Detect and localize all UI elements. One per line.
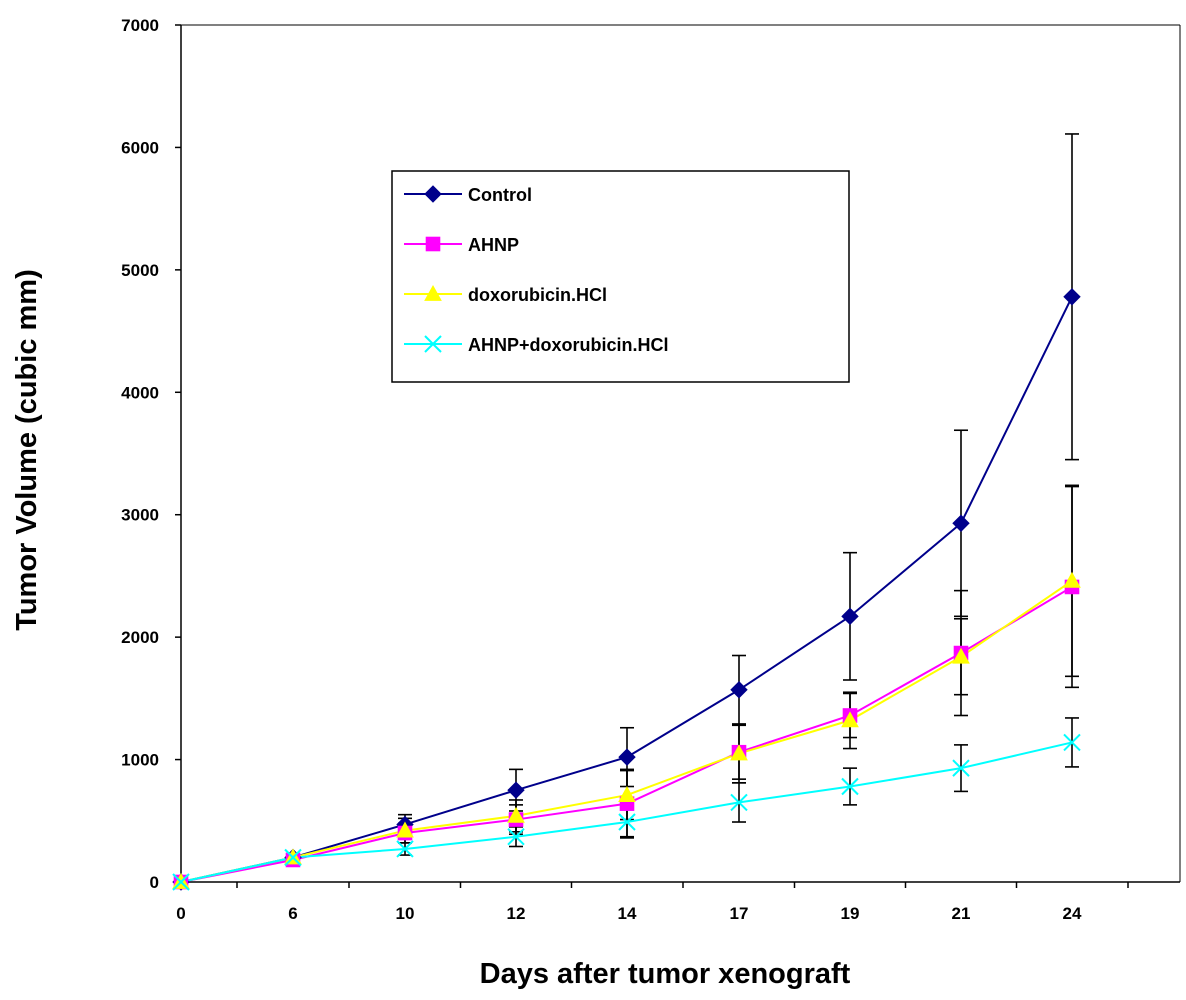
triangle-marker [507,806,525,823]
x-marker [284,848,302,867]
axes [175,24,1181,888]
x-marker [1063,733,1081,752]
x-tick-label: 6 [288,904,297,923]
diamond-marker [730,681,748,699]
triangle-marker [396,821,414,838]
y-tick-label: 2000 [121,628,159,647]
legend-item: doxorubicin.HCl [404,284,607,305]
square-marker [425,236,441,252]
x-tick-label: 0 [176,904,185,923]
legend-item: Control [404,185,532,205]
x-tick-label: 14 [618,904,637,923]
diamond-marker [1063,288,1081,306]
x-marker [841,777,859,796]
x-marker [952,759,970,777]
diamond-marker [952,514,970,532]
x-tick-label: 17 [730,904,749,923]
x-marker-stroke [618,813,636,831]
x-marker [424,335,442,353]
x-marker [396,840,414,858]
legend-label: doxorubicin.HCl [468,285,607,305]
x-marker-stroke [424,335,442,353]
y-tick-label: 3000 [121,506,159,525]
series-markers [172,288,1081,891]
x-marker [730,793,748,812]
x-axis-title: Days after tumor xenograft [480,958,851,990]
triangle-marker [841,711,859,728]
x-marker [507,827,525,846]
triangle-marker [618,786,636,802]
triangle-marker [424,284,442,301]
x-marker-stroke [952,759,970,777]
x-tick-label: 21 [952,904,971,923]
y-tick-label: 7000 [121,16,159,35]
x-marker-stroke [507,827,525,846]
diamond-marker [507,781,525,799]
x-tick-label: 10 [396,904,415,923]
legend-label: AHNP+doxorubicin.HCl [468,335,669,355]
legend-box [391,170,850,383]
legend-item: AHNP [404,235,519,255]
tick-labels: 0 1000 2000 3000 4000 5000 6000 7000 0 6 10 12 14 17 1… [121,16,1082,923]
diamond-marker [618,748,636,766]
y-tick-label: 5000 [121,261,159,280]
legend-item: AHNP+doxorubicin.HCl [404,335,669,355]
legend: Control AHNP doxorubicin.HCl AHNP+doxorubic… [391,170,850,383]
x-marker-stroke [841,777,859,796]
x-marker [618,813,636,831]
y-tick-label: 6000 [121,138,159,157]
triangle-marker [952,647,970,664]
x-marker [172,873,190,891]
x-marker-stroke [396,840,414,858]
x-marker-stroke [172,873,190,891]
x-marker-stroke [284,848,302,867]
legend-label: AHNP [468,235,519,255]
legend-label: Control [468,185,532,205]
triangle-marker [730,744,748,761]
diamond-marker [841,607,859,626]
x-marker-stroke [730,793,748,812]
x-tick-label: 19 [841,904,860,923]
y-tick-label: 1000 [121,751,159,770]
y-tick-label: 4000 [121,383,159,402]
y-axis-title: Tumor Volume (cubic mm) [11,269,43,630]
x-tick-label: 24 [1063,904,1082,923]
x-marker-stroke [1063,733,1081,752]
y-tick-label: 0 [150,873,159,892]
x-tick-label: 12 [507,904,526,923]
diamond-marker [424,185,442,203]
triangle-marker [1063,571,1081,588]
